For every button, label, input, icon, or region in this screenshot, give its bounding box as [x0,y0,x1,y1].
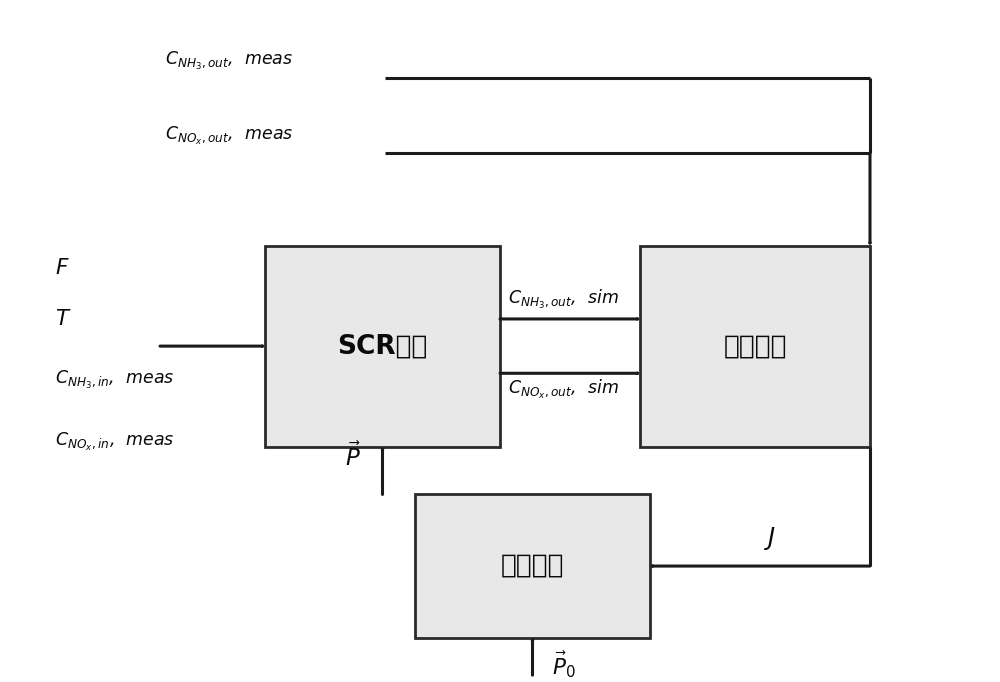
Text: $J$: $J$ [764,525,776,552]
Bar [265,246,500,447]
Text: $\vec{P}$: $\vec{P}$ [345,443,360,471]
Text: SCR模型: SCR模型 [337,333,428,359]
Text: $F$: $F$ [55,258,70,278]
Text: $C_{NO_x,out}$,  meas: $C_{NO_x,out}$, meas [165,125,293,147]
Text: $C_{NO_x,out}$,  sim: $C_{NO_x,out}$, sim [508,377,619,400]
Text: $C_{NH_3,in}$,  meas: $C_{NH_3,in}$, meas [55,369,174,391]
Text: $\vec{P}_0$: $\vec{P}_0$ [552,649,576,681]
Bar [415,494,650,638]
Text: $T$: $T$ [55,309,72,329]
Text: $C_{NH_3,out}$,  sim: $C_{NH_3,out}$, sim [508,288,619,311]
Text: $C_{NH_3,out}$,  meas: $C_{NH_3,out}$, meas [165,50,293,72]
Bar [640,246,870,447]
Text: 成本函数: 成本函数 [723,333,787,359]
Text: 遗传算法: 遗传算法 [501,553,564,579]
Text: $C_{NO_x,in}$,  meas: $C_{NO_x,in}$, meas [55,430,175,453]
